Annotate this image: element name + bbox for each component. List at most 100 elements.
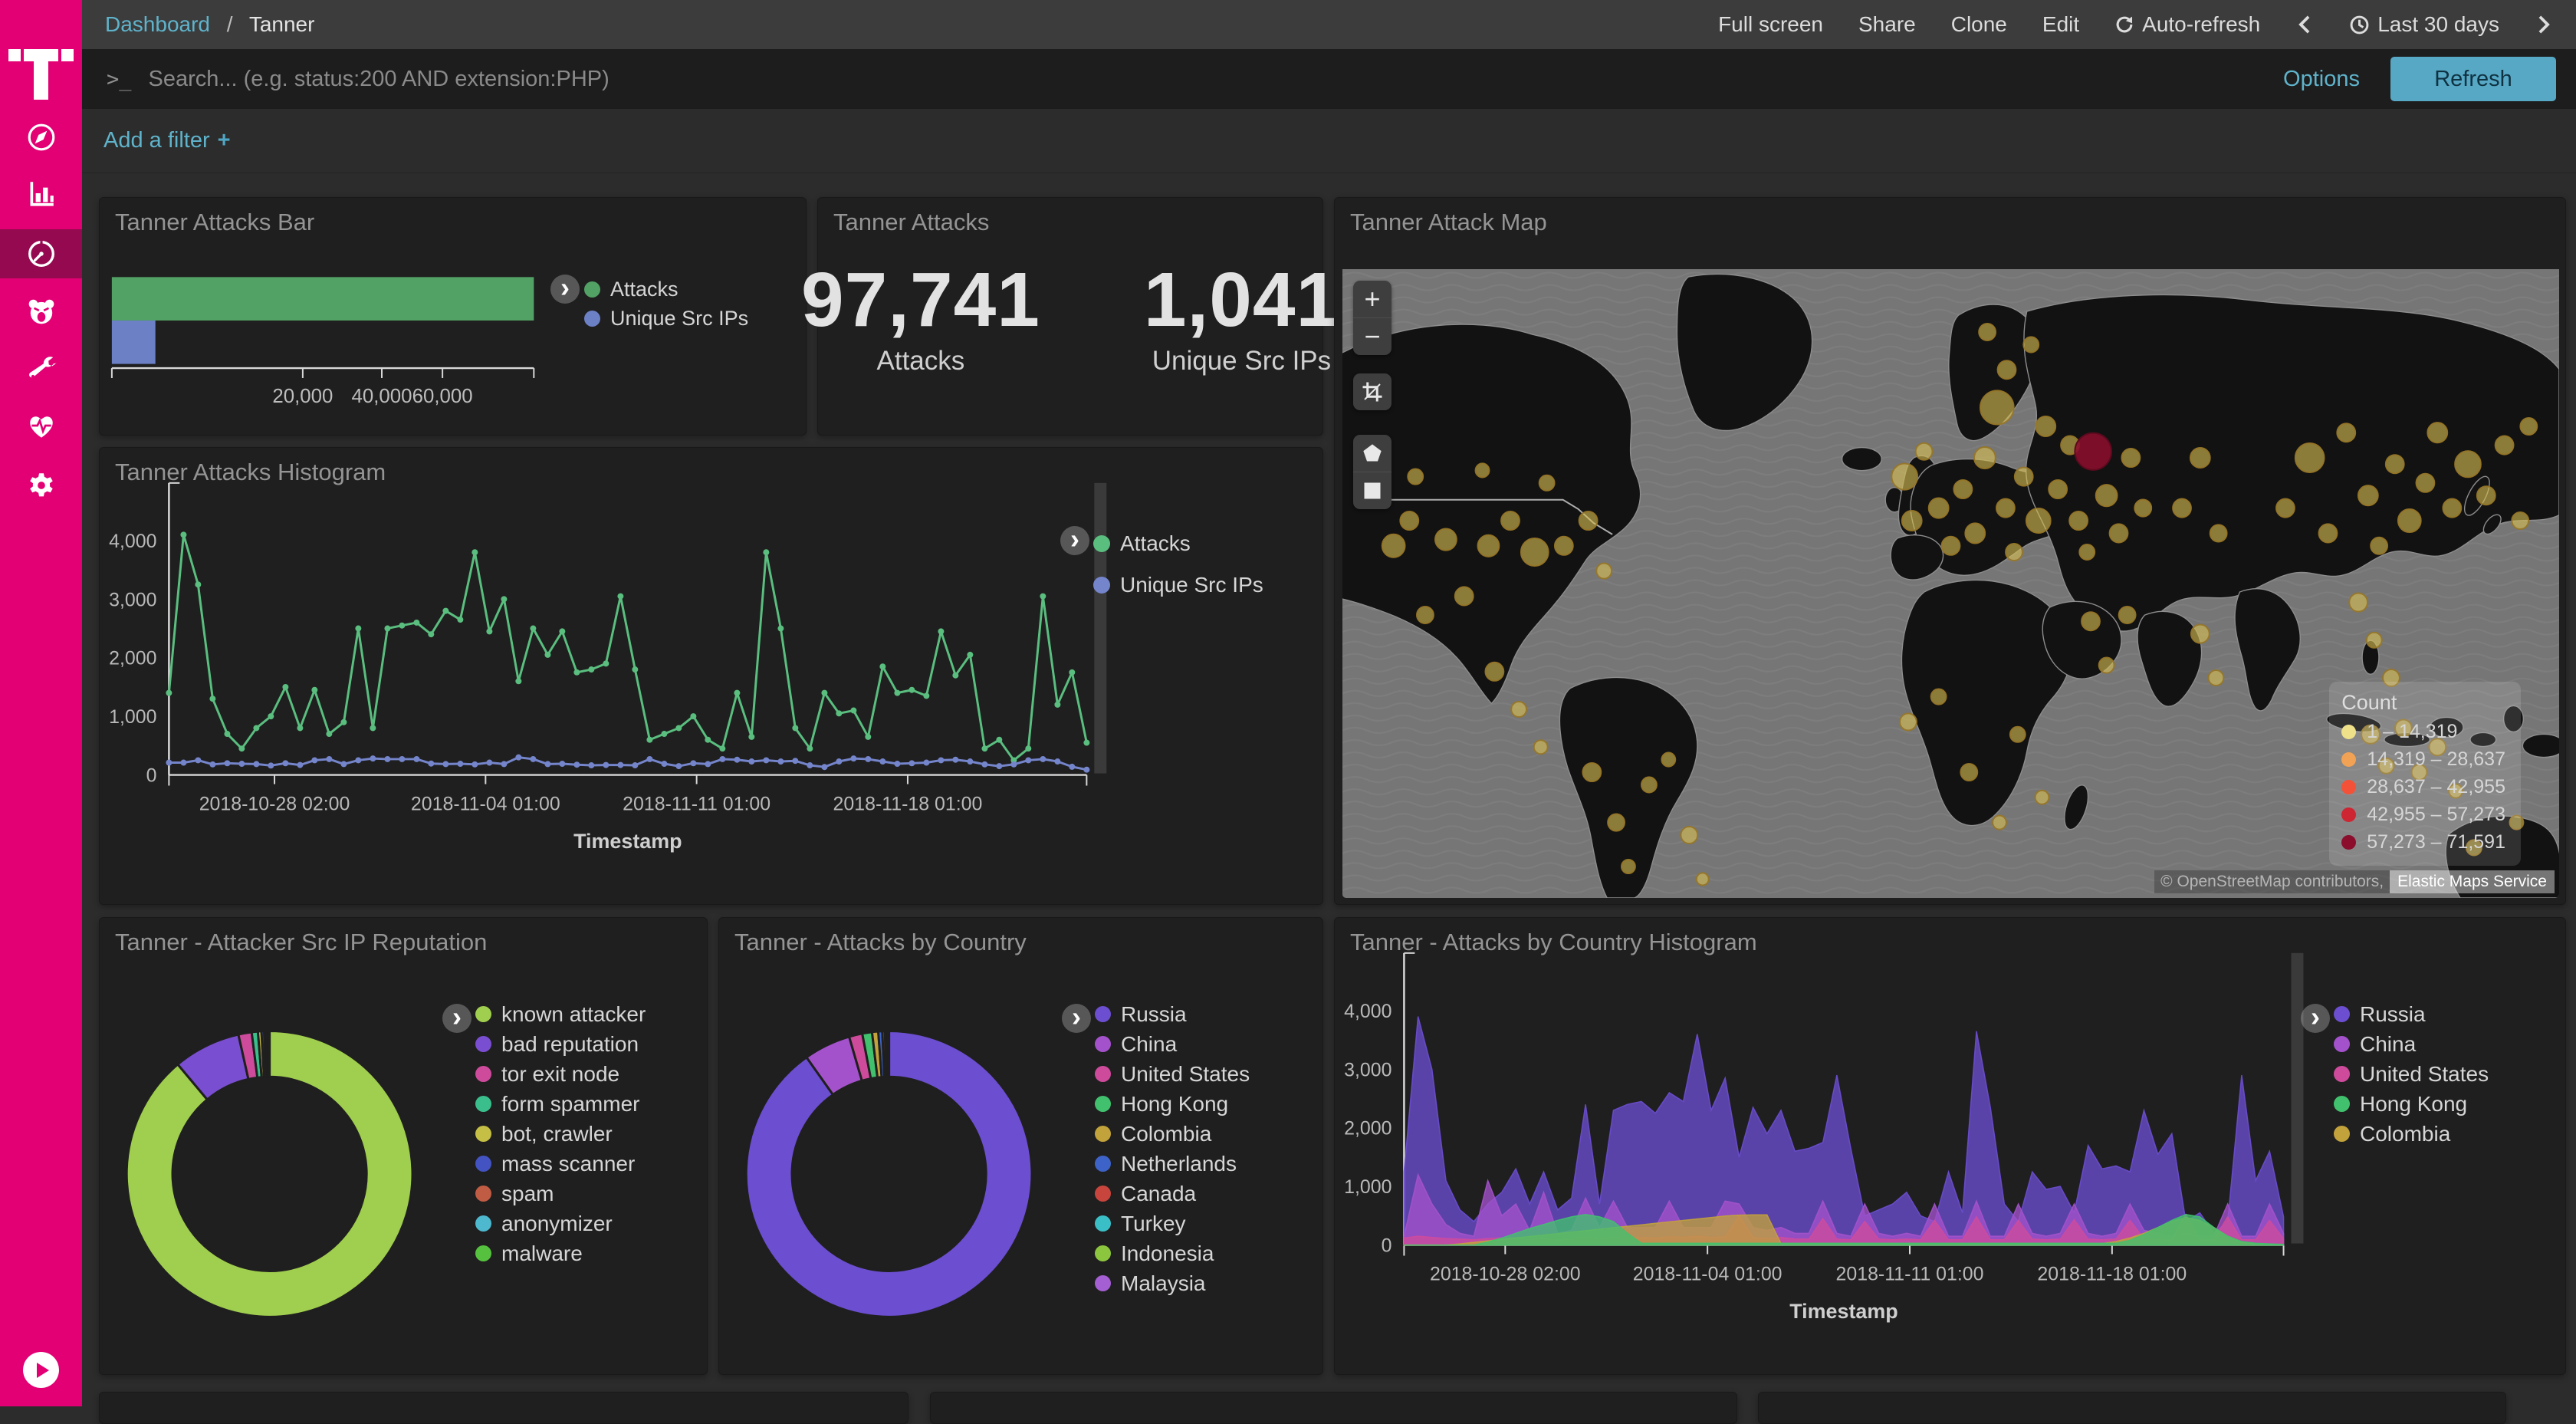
panel-title[interactable]: Tanner - Attacks by Country: [734, 929, 1027, 955]
sidebar-item-visualize[interactable]: [0, 169, 82, 218]
osm-attribution[interactable]: © OpenStreetMap contributors,: [2154, 870, 2390, 893]
country-legend: Russia China United States Hong Kong Colombi…: [1095, 999, 1250, 1298]
map-draw-controls: [1353, 435, 1392, 509]
svg-text:Timestamp: Timestamp: [573, 830, 682, 853]
legend-item[interactable]: mass scanner: [475, 1149, 646, 1179]
panel-title[interactable]: Tanner Attacks Bar: [115, 209, 315, 235]
legend-item[interactable]: known attacker: [475, 999, 646, 1029]
sidebar-item-management[interactable]: [0, 461, 82, 510]
legend-item[interactable]: form spammer: [475, 1089, 646, 1119]
dashboard-gauge-icon: [28, 241, 54, 267]
search-input[interactable]: [146, 65, 2284, 93]
top-navbar: Dashboard / Tanner Full screen Share Clo…: [82, 0, 2576, 49]
clock-icon: [2350, 15, 2369, 34]
legend-item[interactable]: Colombia: [1095, 1119, 1250, 1149]
telekom-logo-right-square: [61, 49, 74, 61]
panel-title[interactable]: Tanner Attack Map: [1350, 209, 1547, 235]
plus-icon: +: [217, 128, 231, 153]
refresh-button[interactable]: Refresh: [2390, 57, 2556, 101]
legend-item[interactable]: Colombia: [2334, 1119, 2489, 1149]
legend-label: China: [1121, 1031, 1178, 1056]
svg-text:2018-10-28 02:00: 2018-10-28 02:00: [199, 793, 350, 814]
legend-item[interactable]: tor exit node: [475, 1059, 646, 1089]
legend-item[interactable]: United States: [1095, 1059, 1250, 1089]
panel-title[interactable]: Tanner Attacks Histogram: [115, 459, 386, 485]
world-map[interactable]: + −: [1342, 269, 2559, 898]
sidebar-item-dev-tools[interactable]: [0, 344, 82, 393]
zoom-in-button[interactable]: +: [1353, 281, 1392, 317]
legend-item[interactable]: Unique Src IPs: [584, 304, 748, 333]
add-filter-button[interactable]: Add a filter +: [104, 128, 231, 153]
legend-color-dot: [475, 1245, 491, 1261]
legend-item[interactable]: bot, crawler: [475, 1119, 646, 1149]
legend-toggle[interactable]: [442, 1004, 472, 1033]
telekom-logo-left-square: [8, 49, 21, 61]
legend-item[interactable]: bad reputation: [475, 1029, 646, 1059]
legend-item[interactable]: Attacks: [584, 275, 748, 304]
metric-attacks: 97,741 Attacks: [801, 256, 1040, 377]
zoom-out-button[interactable]: −: [1353, 317, 1392, 355]
svg-text:20,000: 20,000: [272, 386, 333, 407]
map-attribution: © OpenStreetMap contributors, Elastic Ma…: [2154, 870, 2555, 893]
legend-item[interactable]: Hong Kong: [2334, 1089, 2489, 1119]
legend-item[interactable]: Netherlands: [1095, 1149, 1250, 1179]
panel-src-ip-reputation: Tanner - Attacker Src IP Reputation know…: [99, 917, 708, 1375]
map-legend-dot: [2341, 780, 2357, 794]
navbar-actions: Full screen Share Clone Edit Auto-refres…: [1718, 12, 2553, 37]
legend-item[interactable]: United States: [2334, 1059, 2489, 1089]
map-zoom-controls: + −: [1353, 281, 1392, 355]
panel-title[interactable]: Tanner - Attacks by Country Histogram: [1350, 929, 1757, 955]
time-forward-button[interactable]: [2535, 14, 2553, 35]
legend-label: Indonesia: [1121, 1241, 1214, 1265]
legend-item[interactable]: Turkey: [1095, 1209, 1250, 1238]
legend-item[interactable]: Unique Src IPs: [1093, 564, 1263, 606]
map-legend-row: 57,273 – 71,591: [2341, 831, 2505, 853]
sidebar-item-monitoring[interactable]: [0, 402, 82, 451]
panel-attacks-by-country: Tanner - Attacks by Country Russia China U…: [718, 917, 1323, 1375]
draw-polygon-button[interactable]: [1353, 435, 1392, 472]
svg-text:2018-11-18 01:00: 2018-11-18 01:00: [833, 793, 983, 814]
legend-item[interactable]: China: [2334, 1029, 2489, 1059]
panel-title[interactable]: Tanner - Attacker Src IP Reputation: [115, 929, 488, 955]
legend-toggle[interactable]: [1060, 526, 1089, 555]
sidebar-item-discover[interactable]: [0, 113, 82, 162]
legend-toggle[interactable]: [550, 275, 580, 304]
svg-text:3,000: 3,000: [1344, 1059, 1392, 1080]
options-link[interactable]: Options: [2283, 66, 2360, 91]
legend-item[interactable]: Canada: [1095, 1179, 1250, 1209]
legend-item[interactable]: Russia: [1095, 999, 1250, 1029]
legend-item[interactable]: China: [1095, 1029, 1250, 1059]
breadcrumb-dashboard-link[interactable]: Dashboard: [105, 12, 210, 36]
legend-item[interactable]: anonymizer: [475, 1209, 646, 1238]
panel-title[interactable]: Tanner Attacks: [833, 209, 990, 235]
legend-item[interactable]: Attacks: [1093, 523, 1263, 564]
legend-color-dot: [1095, 1156, 1111, 1172]
auto-refresh-button[interactable]: Auto-refresh: [2114, 12, 2260, 37]
full-screen-button[interactable]: Full screen: [1718, 12, 1823, 36]
time-range-button[interactable]: Last 30 days: [2349, 12, 2499, 37]
legend-item[interactable]: malware: [475, 1238, 646, 1268]
clone-button[interactable]: Clone: [1950, 12, 2007, 36]
chevron-right-icon: [2538, 15, 2550, 34]
time-back-button[interactable]: [2295, 14, 2314, 35]
legend-item[interactable]: Indonesia: [1095, 1238, 1250, 1268]
sidebar-item-dashboard[interactable]: [0, 229, 82, 278]
sidebar-collapse-button[interactable]: [23, 1352, 59, 1388]
legend-toggle[interactable]: [1062, 1004, 1091, 1033]
sidebar-item-honeypot[interactable]: [0, 287, 82, 336]
legend-item[interactable]: Malaysia: [1095, 1268, 1250, 1298]
share-button[interactable]: Share: [1858, 12, 1916, 36]
draw-rectangle-button[interactable]: [1353, 472, 1392, 509]
telekom-logo[interactable]: [0, 17, 82, 101]
legend-color-dot: [2334, 1096, 2350, 1112]
legend-item[interactable]: Hong Kong: [1095, 1089, 1250, 1119]
fit-bounds-button[interactable]: [1353, 373, 1392, 410]
legend-item[interactable]: Russia: [2334, 999, 2489, 1029]
edit-button[interactable]: Edit: [2042, 12, 2080, 36]
elastic-maps-attribution[interactable]: Elastic Maps Service: [2390, 870, 2555, 893]
legend-label: United States: [1121, 1061, 1250, 1086]
legend-toggle[interactable]: [2301, 1004, 2330, 1033]
legend-item[interactable]: spam: [475, 1179, 646, 1209]
map-legend-dot: [2341, 835, 2357, 850]
